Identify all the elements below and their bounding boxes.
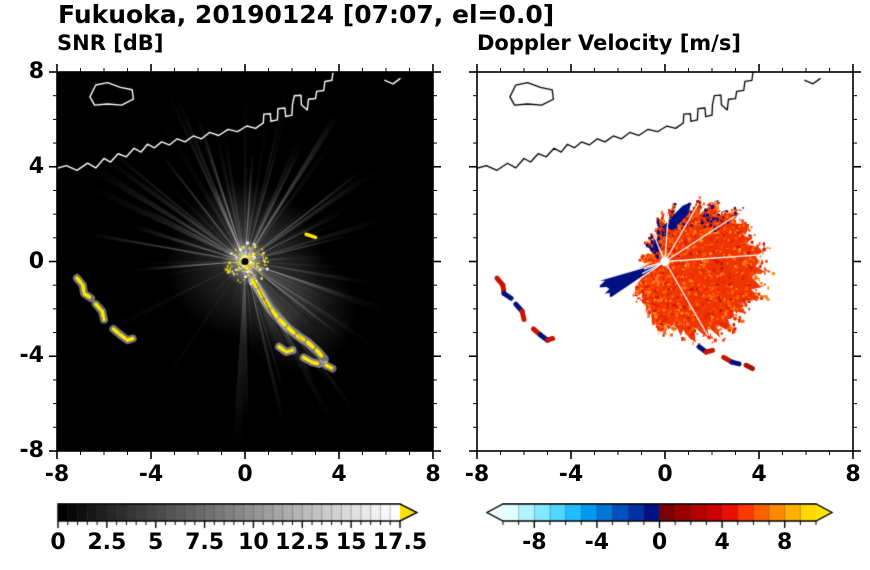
- x-tick-label: 8: [425, 462, 441, 487]
- figure-title: Fukuoka, 20190124 [07:07, el=0.0]: [58, 0, 555, 29]
- colorbar-tick-label: 0: [651, 530, 668, 555]
- x-tick-label: -8: [44, 462, 70, 487]
- colorbar-tick-label: 7.5: [185, 530, 225, 555]
- y-tick-label: -4: [19, 343, 44, 369]
- colorbar-tick-label: 15: [335, 530, 367, 555]
- x-tick-label: 4: [331, 462, 347, 487]
- colorbar-tick-label: -8: [522, 530, 547, 555]
- colorbar-tick-label: 5: [148, 530, 164, 555]
- doppler-panel-title: Doppler Velocity [m/s]: [477, 31, 741, 55]
- x-tick-label: 0: [237, 462, 253, 487]
- colorbar-tick-label: 17.5: [372, 530, 428, 555]
- y-tick-label: -8: [19, 437, 44, 463]
- x-tick-label: 8: [845, 462, 861, 487]
- doppler-colorbar: [484, 503, 836, 533]
- y-tick-label: 0: [28, 248, 44, 274]
- snr-colorbar: [56, 503, 422, 533]
- colorbar-tick-label: 0: [50, 530, 66, 555]
- x-tick-label: -4: [138, 462, 164, 487]
- colorbar-tick-label: 8: [777, 530, 793, 555]
- snr-panel-title: SNR [dB]: [57, 31, 164, 55]
- y-tick-label: 4: [28, 153, 44, 179]
- y-tick-label: 8: [28, 58, 44, 84]
- snr-ppi-plot: [57, 72, 433, 451]
- x-tick-label: 0: [657, 462, 673, 487]
- x-tick-label: -8: [464, 462, 490, 487]
- colorbar-tick-label: 4: [714, 530, 730, 555]
- colorbar-tick-label: -4: [584, 530, 610, 555]
- doppler-ppi-plot: [477, 72, 853, 451]
- colorbar-tick-label: 2.5: [87, 530, 127, 555]
- colorbar-tick-label: 12.5: [275, 530, 330, 555]
- x-tick-label: -4: [558, 462, 584, 487]
- colorbar-tick-label: 10: [238, 530, 269, 555]
- x-tick-label: 4: [751, 462, 767, 487]
